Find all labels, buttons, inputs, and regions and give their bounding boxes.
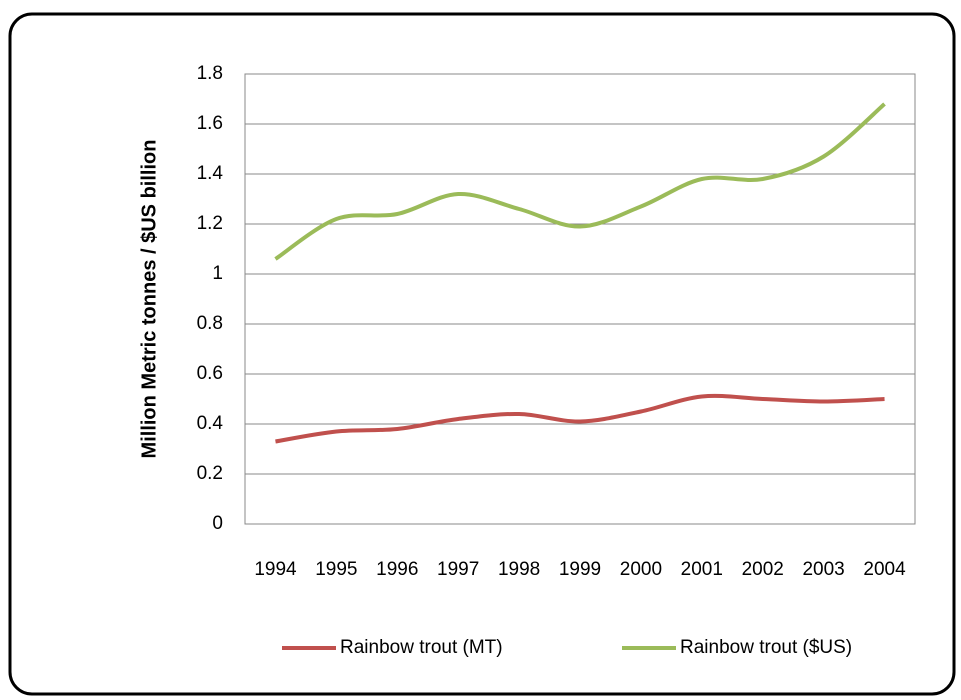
x-tick-label: 1995 <box>315 559 357 580</box>
x-tick-label: 1999 <box>559 559 601 580</box>
y-tick-label: 1.2 <box>197 213 223 234</box>
y-tick-label: 0.6 <box>197 363 223 384</box>
x-tick-label: 2004 <box>863 559 906 580</box>
x-tick-label: 1998 <box>498 559 540 580</box>
legend-label: Rainbow trout (MT) <box>340 637 503 658</box>
x-tick-label: 2001 <box>681 559 723 580</box>
x-tick-label: 2003 <box>802 559 844 580</box>
series-line <box>275 393 885 444</box>
x-tick-label: 1996 <box>376 559 418 580</box>
x-tick-label: 1994 <box>254 559 297 580</box>
y-tick-label: 0.8 <box>197 313 223 334</box>
y-tick-label: 0.4 <box>197 413 224 434</box>
y-tick-label: 0 <box>212 513 223 534</box>
plot-area-border <box>244 73 916 525</box>
series-line <box>274 102 886 261</box>
y-axis-label: Million Metric tonnes / $US billion <box>138 140 160 459</box>
y-tick-label: 1.8 <box>197 63 223 84</box>
x-tick-label: 2002 <box>742 559 784 580</box>
legend-label: Rainbow trout ($US) <box>680 637 852 658</box>
y-tick-label: 1.6 <box>197 113 223 134</box>
y-tick-label: 1.4 <box>197 163 224 184</box>
x-tick-label: 1997 <box>437 559 479 580</box>
y-tick-label: 0.2 <box>197 463 223 484</box>
y-tick-label: 1 <box>212 263 223 284</box>
x-tick-label: 2000 <box>620 559 662 580</box>
